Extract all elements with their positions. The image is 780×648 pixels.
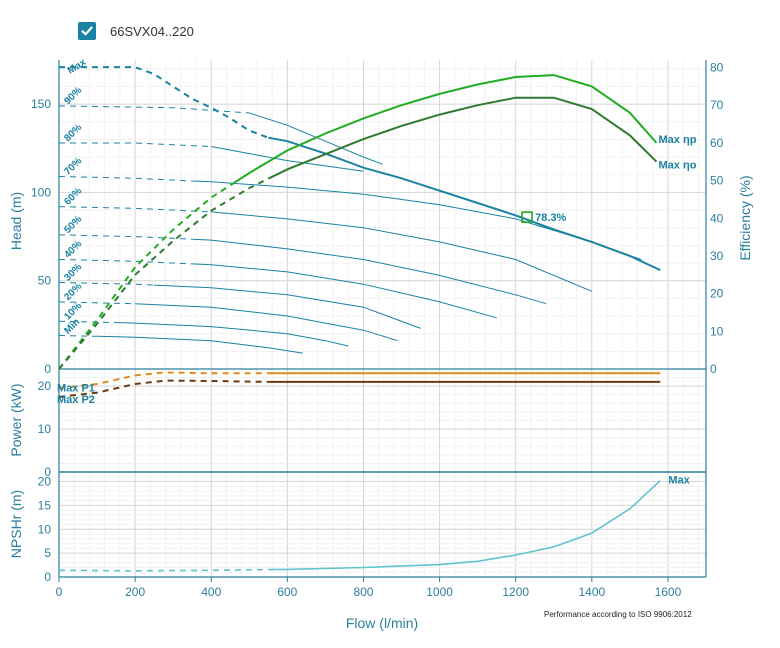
power-curve-1-dashed: [58, 379, 269, 398]
x-tick-label: 800: [353, 585, 373, 599]
npsh-tick-label: 0: [44, 570, 51, 584]
head-curve-10pct-solid: [116, 322, 349, 347]
head-axis-title: Head (m): [8, 192, 24, 250]
efficiency-curve-label-1: Max ηo: [659, 160, 697, 172]
head-curve-70pct-solid: [192, 180, 642, 260]
head-curve-10pct-dashed: [58, 320, 117, 324]
head-curve-min-solid: [97, 335, 303, 354]
head-curve-20pct-dashed: [58, 301, 136, 305]
plot-frames: [58, 60, 707, 578]
head-tick-label: 50: [38, 274, 52, 288]
head-curve-60pct-solid: [211, 211, 592, 292]
efficiency-curve-label-0: Max ηp: [659, 134, 697, 146]
efficiency-curve-1-dashed: [58, 177, 269, 370]
efficiency-curves: [58, 74, 658, 370]
head-curve-label-50pct: 50%: [62, 214, 84, 236]
npsh-curve-label: Max: [668, 475, 690, 487]
x-tick-label: 400: [201, 585, 221, 599]
head-tick-label: 0: [44, 362, 51, 376]
head-curve-20pct-solid: [135, 303, 398, 342]
x-tick-label: 1200: [502, 585, 529, 599]
efficiency-tick-label: 10: [710, 324, 724, 338]
npsh-tick-label: 20: [38, 475, 52, 489]
x-tick-label: 1000: [426, 585, 453, 599]
power-curves: [58, 371, 661, 398]
x-tick-label: 0: [56, 585, 63, 599]
power-tick-label: 20: [38, 379, 52, 393]
head-curve-80pct-dashed: [59, 142, 212, 147]
head-curve-60pct-dashed: [58, 206, 212, 213]
bep-marker[interactable]: [521, 211, 533, 223]
npsh-tick-label: 10: [38, 522, 52, 536]
head-curve-50pct-solid: [192, 238, 547, 305]
checkmark-icon: [81, 26, 93, 36]
head-curve-label-70pct: 70%: [62, 156, 84, 178]
efficiency-curve-0-dashed: [58, 184, 231, 370]
head-curve-max-solid: [268, 136, 661, 272]
head-curve-label-60pct: 60%: [62, 186, 84, 208]
npsh-curves: [58, 480, 661, 572]
head-tick-label: 150: [31, 97, 51, 111]
efficiency-curve-0-solid: [229, 74, 658, 187]
efficiency-tick-label: 70: [710, 98, 724, 112]
efficiency-tick-label: 30: [710, 249, 724, 263]
head-curve-90pct-solid: [249, 112, 383, 165]
power-curve-0-dashed: [58, 371, 269, 390]
head-curve-90pct-dashed: [58, 105, 250, 114]
head-curve-80pct-solid: [211, 146, 364, 172]
head-curve-50pct-dashed: [58, 234, 193, 240]
efficiency-tick-label: 20: [710, 287, 724, 301]
npsh-axis-title: NPSHr (m): [8, 490, 24, 558]
x-tick-label: 200: [125, 585, 145, 599]
iso-note: Performance according to ISO 9906:2012: [544, 610, 692, 619]
head-curve-40pct-dashed: [58, 259, 193, 265]
head-curve-30pct-dashed: [58, 282, 155, 286]
power-tick-label: 10: [38, 422, 52, 436]
efficiency-tick-label: 0: [710, 362, 717, 376]
head-curve-max-dashed: [59, 66, 269, 139]
efficiency-tick-label: 80: [710, 61, 724, 75]
efficiency-tick-label: 50: [710, 174, 724, 188]
npsh-tick-label: 15: [38, 498, 52, 512]
npsh-curve-dashed: [58, 568, 269, 572]
head-curve-label-max: Max: [66, 57, 89, 77]
axis-ticks: 0 200 400 600 800 1000 1200 1400 160005010015001…: [31, 61, 724, 599]
efficiency-tick-label: 40: [710, 211, 724, 225]
x-tick-label: 1600: [655, 585, 682, 599]
grid: [58, 60, 706, 578]
x-tick-label: 1400: [578, 585, 605, 599]
head-curve-40pct-solid: [192, 263, 497, 319]
npsh-curve-solid: [268, 480, 661, 571]
head-curve-70pct-dashed: [58, 176, 193, 182]
head-curves: [58, 66, 661, 354]
efficiency-curve-1-solid: [267, 96, 658, 180]
npsh-tick-label: 5: [44, 546, 51, 560]
efficiency-axis-title: Efficiency (%): [737, 175, 753, 260]
power-axis-title: Power (kW): [8, 383, 24, 456]
efficiency-tick-label: 60: [710, 136, 724, 150]
bep-label: 78.3%: [535, 212, 566, 224]
power-curve-label-1: Max P2: [57, 394, 95, 406]
legend-checkbox[interactable]: [78, 22, 96, 40]
head-curve-label-80pct: 80%: [62, 122, 84, 144]
flow-axis-title: Flow (l/min): [346, 615, 418, 631]
power-tick-label: 0: [44, 465, 51, 479]
head-curve-label-40pct: 40%: [62, 239, 84, 261]
legend-label: 66SVX04..220: [110, 23, 194, 39]
head-curve-30pct-solid: [154, 284, 421, 329]
legend: 66SVX04..220: [78, 21, 194, 41]
head-curve-label-20pct: 20%: [62, 281, 84, 303]
x-tick-label: 600: [277, 585, 297, 599]
power-curve-label-0: Max P1: [57, 382, 95, 394]
head-tick-label: 100: [31, 185, 51, 199]
head-curve-min-dashed: [58, 335, 98, 337]
